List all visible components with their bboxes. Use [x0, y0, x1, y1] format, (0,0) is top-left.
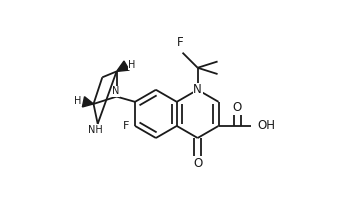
- Text: H: H: [74, 96, 81, 106]
- Text: F: F: [177, 36, 183, 49]
- Text: N: N: [193, 83, 202, 96]
- Text: OH: OH: [257, 119, 275, 133]
- Polygon shape: [82, 97, 94, 107]
- Text: F: F: [123, 121, 129, 131]
- Text: H: H: [128, 60, 136, 69]
- Text: N: N: [112, 86, 120, 96]
- Text: O: O: [193, 157, 202, 170]
- Text: NH: NH: [88, 125, 103, 135]
- Text: O: O: [233, 101, 242, 114]
- Polygon shape: [117, 61, 129, 72]
